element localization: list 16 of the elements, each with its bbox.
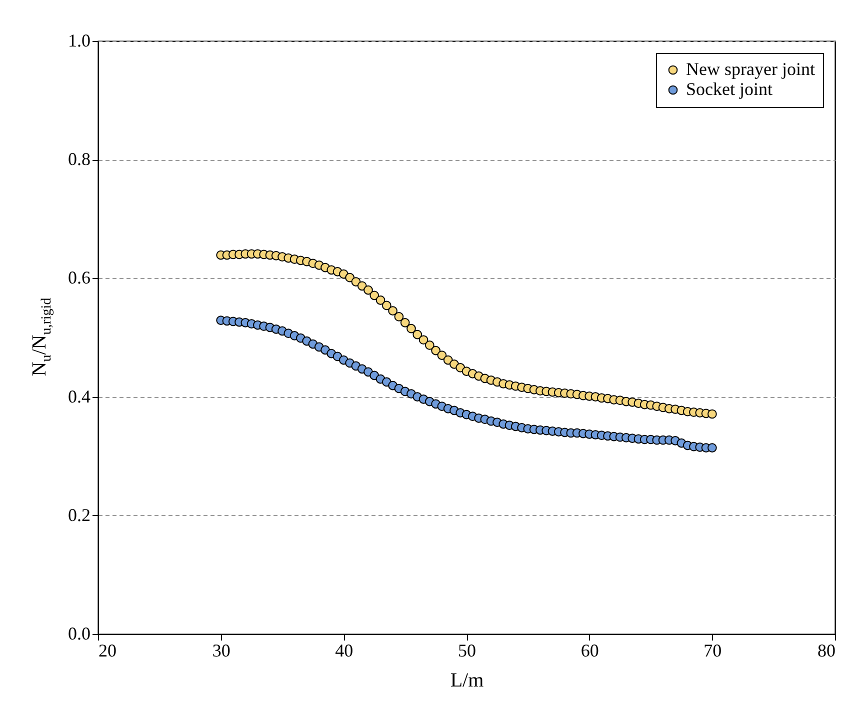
x-tick-label: 70 xyxy=(704,640,722,660)
y-tick-label: 1.0 xyxy=(68,30,90,50)
legend-label: New sprayer joint xyxy=(686,59,815,79)
x-axis-title: L/m xyxy=(450,670,484,692)
y-tick-label: 0.2 xyxy=(68,504,90,525)
x-tick-label: 60 xyxy=(580,640,599,660)
y-tick-label: 0.8 xyxy=(68,149,90,170)
x-tick-label: 50 xyxy=(458,640,476,660)
x-tick-label: 40 xyxy=(335,640,354,660)
y-tick-label: 0.4 xyxy=(68,386,90,406)
x-tick-label: 80 xyxy=(818,640,836,660)
y-tick-label: 0.0 xyxy=(68,624,90,644)
x-tick-label: 20 xyxy=(98,640,116,660)
legend-label: Socket joint xyxy=(686,79,772,99)
y-tick-label: 0.6 xyxy=(68,268,90,288)
x-tick-label: 30 xyxy=(212,640,230,660)
